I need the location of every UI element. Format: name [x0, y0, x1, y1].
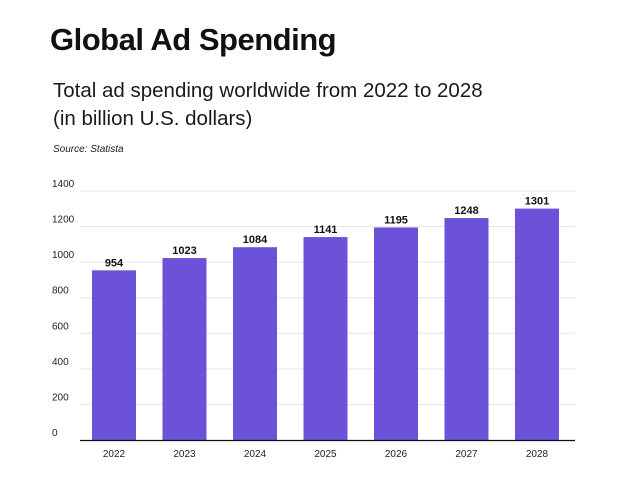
y-tick-label: 200: [52, 392, 69, 403]
x-tick-label: 2026: [385, 449, 408, 460]
x-tick-label: 2022: [103, 449, 126, 460]
y-tick-label: 800: [52, 286, 69, 297]
chart-subtitle: Total ad spending worldwide from 2022 to…: [53, 77, 593, 133]
value-label-2023: 1023: [172, 245, 196, 257]
x-tick-label: 2027: [455, 449, 478, 460]
value-label-2022: 954: [105, 257, 124, 269]
y-tick-label: 0: [52, 428, 58, 439]
value-label-2026: 1195: [384, 214, 408, 226]
subtitle-line-2: (in billion U.S. dollars): [53, 107, 253, 130]
value-labels: 954 1023 1084 1141 1195 1248 1301: [105, 196, 549, 270]
chart-title: Global Ad Spending: [50, 22, 337, 57]
value-label-2024: 1084: [243, 234, 268, 246]
value-label-2025: 1141: [314, 224, 338, 236]
value-label-2027: 1248: [454, 205, 478, 217]
bar-2027: [444, 218, 489, 440]
bar-2024: [233, 247, 277, 440]
bar-2025: [303, 237, 348, 440]
x-tick-label: 2025: [314, 449, 337, 460]
bars: [92, 208, 559, 440]
value-label-2028: 1301: [525, 196, 549, 208]
y-tick-label: 600: [52, 321, 69, 332]
bar-2022: [92, 270, 136, 440]
bar-2028: [515, 208, 559, 440]
y-tick-label: 1000: [52, 250, 75, 261]
x-tick-label: 2024: [244, 449, 267, 460]
x-axis-labels: 2022 2023 2024 2025 2026 2027 2028: [103, 449, 549, 460]
y-tick-label: 1400: [52, 179, 75, 190]
subtitle-line-1: Total ad spending worldwide from 2022 to…: [53, 79, 483, 102]
y-axis-ticks: 0 200 400 600 800 1000 1200 1400: [52, 179, 75, 439]
source-note: Source: Statista: [53, 144, 124, 155]
bar-2023: [162, 258, 207, 440]
x-tick-label: 2023: [173, 449, 196, 460]
y-tick-label: 1200: [52, 215, 75, 226]
y-tick-label: 400: [52, 357, 69, 368]
x-tick-label: 2028: [526, 449, 549, 460]
bar-2026: [374, 227, 418, 440]
